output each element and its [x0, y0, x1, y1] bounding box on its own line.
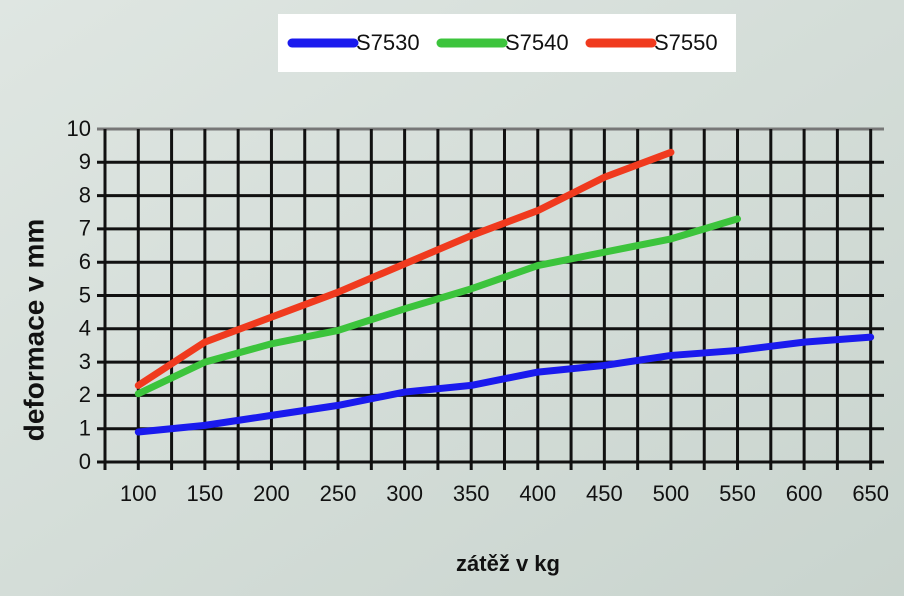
y-tick-label: 2 — [79, 382, 91, 407]
legend-label: S7530 — [356, 30, 420, 55]
x-tick-label: 450 — [586, 481, 623, 506]
y-axis-title: deformace v mm — [18, 219, 49, 442]
x-tick-label: 550 — [719, 481, 756, 506]
x-tick-label: 150 — [187, 481, 224, 506]
x-tick-label: 300 — [386, 481, 423, 506]
x-tick-label: 200 — [253, 481, 290, 506]
y-tick-label: 7 — [79, 216, 91, 241]
x-tick-label: 600 — [786, 481, 823, 506]
series-line — [134, 215, 742, 398]
x-tick-label: 400 — [519, 481, 556, 506]
y-tick-label: 1 — [79, 416, 91, 441]
y-tick-label: 10 — [67, 116, 91, 141]
x-tick-label: 350 — [453, 481, 490, 506]
x-tick-label: 250 — [320, 481, 357, 506]
y-tick-label: 4 — [79, 316, 91, 341]
x-tick-label: 500 — [653, 481, 690, 506]
y-tick-label: 5 — [79, 282, 91, 307]
y-tick-label: 6 — [79, 249, 91, 274]
y-tick-label: 9 — [79, 149, 91, 174]
series-line — [134, 148, 675, 389]
x-axis-title: zátěž v kg — [456, 551, 560, 576]
y-tick-label: 0 — [79, 449, 91, 474]
x-tick-label: 100 — [120, 481, 157, 506]
legend-label: S7550 — [654, 30, 718, 55]
legend-label: S7540 — [505, 30, 569, 55]
y-tick-label: 3 — [79, 349, 91, 374]
y-tick-label: 8 — [79, 182, 91, 207]
series-line — [134, 333, 875, 436]
x-tick-label: 650 — [852, 481, 889, 506]
